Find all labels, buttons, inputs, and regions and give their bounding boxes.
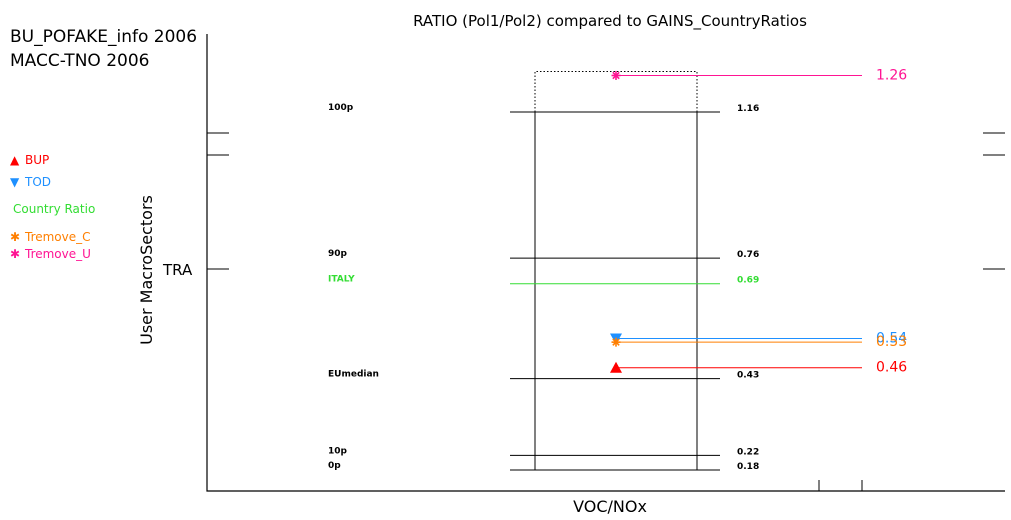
legend: ▲ BUP ▼ TOD Country Ratio ✱ Tremove_C ✱ Tremove_… [10, 153, 95, 261]
reference-value-label-4: 0.22 [737, 447, 759, 457]
reference-lines: 100p 1.16 90p 0.76 ITALY 0.69 EUmedian 0.43 10p 0… [328, 103, 759, 472]
reference-value-label-5: 0.18 [737, 462, 759, 472]
header-line-1: BU_POFAKE_info 2006 [10, 27, 197, 47]
axis-frame [206, 34, 1005, 492]
reference-label-1: 90p [328, 249, 348, 259]
y-axis-label: User MacroSectors [137, 195, 156, 345]
reference-value-label-3: 0.43 [737, 371, 759, 381]
header-line-2: MACC-TNO 2006 [10, 51, 149, 71]
legend-symbol-4: ✱ [10, 247, 20, 261]
legend-symbol-0: ▲ [10, 153, 20, 167]
series-value-label-3: 0.46 [876, 360, 907, 376]
series-marker-2 [611, 337, 621, 347]
range-box [534, 111, 698, 471]
reference-label-2: ITALY [328, 275, 355, 285]
legend-label-0: BUP [25, 153, 49, 167]
series-marker-3 [610, 361, 622, 373]
legend-label-1: TOD [24, 175, 51, 189]
reference-label-3: EUmedian [328, 370, 379, 380]
reference-value-label-0: 1.16 [737, 104, 759, 114]
reference-label-4: 10p [328, 446, 348, 456]
chart-title: RATIO (Pol1/Pol2) compared to GAINS_Coun… [413, 12, 807, 31]
axes [206, 34, 1005, 492]
reference-label-5: 0p [328, 461, 341, 471]
reference-label-0: 100p [328, 103, 354, 113]
x-axis-label: VOC/NOx [573, 497, 647, 516]
reference-value-label-2: 0.69 [737, 276, 759, 286]
legend-label-4: Tremove_U [24, 247, 91, 261]
series-value-label-2: 0.53 [876, 334, 907, 350]
category-label: TRA [162, 261, 193, 279]
legend-symbol-3: ✱ [10, 230, 20, 244]
series-marker-0 [611, 70, 621, 80]
legend-symbol-1: ▼ [10, 175, 20, 189]
series-value-label-1: 0.54 [876, 330, 907, 346]
legend-label-2: Country Ratio [13, 202, 95, 216]
series-value-label-0: 1.26 [876, 67, 907, 83]
series-markers: 1.26 0.540.53 0.46 [610, 67, 907, 376]
legend-label-3: Tremove_C [24, 230, 91, 244]
reference-value-label-1: 0.76 [737, 250, 759, 260]
